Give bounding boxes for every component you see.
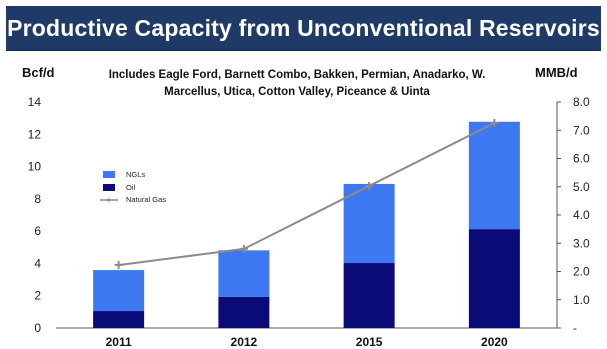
right-axis-ticks: - 1.0 2.0 3.0 4.0 5.0 6.0 7.0 8.0 <box>557 95 590 335</box>
legend-ngls-label: NGLs <box>126 170 145 179</box>
chart-title: Productive Capacity from Unconventional … <box>7 14 600 41</box>
natural-gas-point-2015 <box>365 181 374 190</box>
x-tick-label: 2020 <box>481 335 508 349</box>
bar-ngls-2012 <box>218 250 270 297</box>
left-tick-label: 2 <box>34 289 41 303</box>
left-tick-label: 4 <box>34 256 41 270</box>
left-tick-label: 6 <box>34 224 41 238</box>
bar-oil-2011 <box>93 311 145 328</box>
bar-series <box>93 121 520 328</box>
bar-oil-2012 <box>218 296 270 328</box>
x-tick-label: 2015 <box>356 335 383 349</box>
chart-subtitle-line-2: Marcellus, Utica, Cotton Valley, Piceanc… <box>164 86 430 98</box>
left-tick-label: 10 <box>28 160 42 174</box>
natural-gas-point-2020 <box>490 118 499 127</box>
bar-oil-2020 <box>468 229 520 328</box>
legend-oil-swatch <box>103 184 115 191</box>
natural-gas-point-2011 <box>114 261 123 270</box>
right-tick-label: 6.0 <box>573 152 590 166</box>
x-axis-ticks: 2011 2012 2015 2020 <box>106 335 508 349</box>
right-tick-label: 4.0 <box>573 208 590 222</box>
right-axis-title: MMB/d <box>535 65 578 80</box>
bar-oil-2015 <box>343 263 395 328</box>
left-tick-label: 14 <box>28 95 42 109</box>
right-tick-label: - <box>573 321 577 335</box>
left-tick-label: 0 <box>34 321 41 335</box>
legend-natural-gas-label: Natural Gas <box>126 195 166 204</box>
bar-ngls-2020 <box>468 121 520 230</box>
right-tick-label: 7.0 <box>573 123 590 137</box>
x-tick-label: 2012 <box>231 335 258 349</box>
legend-natural-gas-marker <box>107 198 111 202</box>
left-axis-title: Bcf/d <box>22 65 55 80</box>
left-tick-label: 8 <box>34 192 41 206</box>
bar-ngls-2015 <box>343 183 395 264</box>
chart-subtitle-line-1: Includes Eagle Ford, Barnett Combo, Bakk… <box>109 69 486 81</box>
title-banner: Productive Capacity from Unconventional … <box>6 6 601 51</box>
legend: NGLs Oil Natural Gas <box>100 170 166 204</box>
right-tick-label: 8.0 <box>573 95 590 109</box>
natural-gas-line-series <box>114 118 499 270</box>
bar-ngls-2011 <box>93 270 145 312</box>
left-tick-label: 12 <box>28 127 42 141</box>
right-tick-label: 1.0 <box>573 293 590 307</box>
right-tick-label: 3.0 <box>573 236 590 250</box>
legend-ngls-swatch <box>103 171 115 178</box>
natural-gas-point-2012 <box>239 244 248 253</box>
x-tick-label: 2011 <box>106 335 132 349</box>
right-tick-label: 5.0 <box>573 180 590 194</box>
legend-oil-label: Oil <box>126 183 136 192</box>
natural-gas-line <box>118 122 495 267</box>
right-tick-label: 2.0 <box>573 265 590 279</box>
left-axis-ticks: 0 2 4 6 8 10 12 14 <box>28 95 42 335</box>
